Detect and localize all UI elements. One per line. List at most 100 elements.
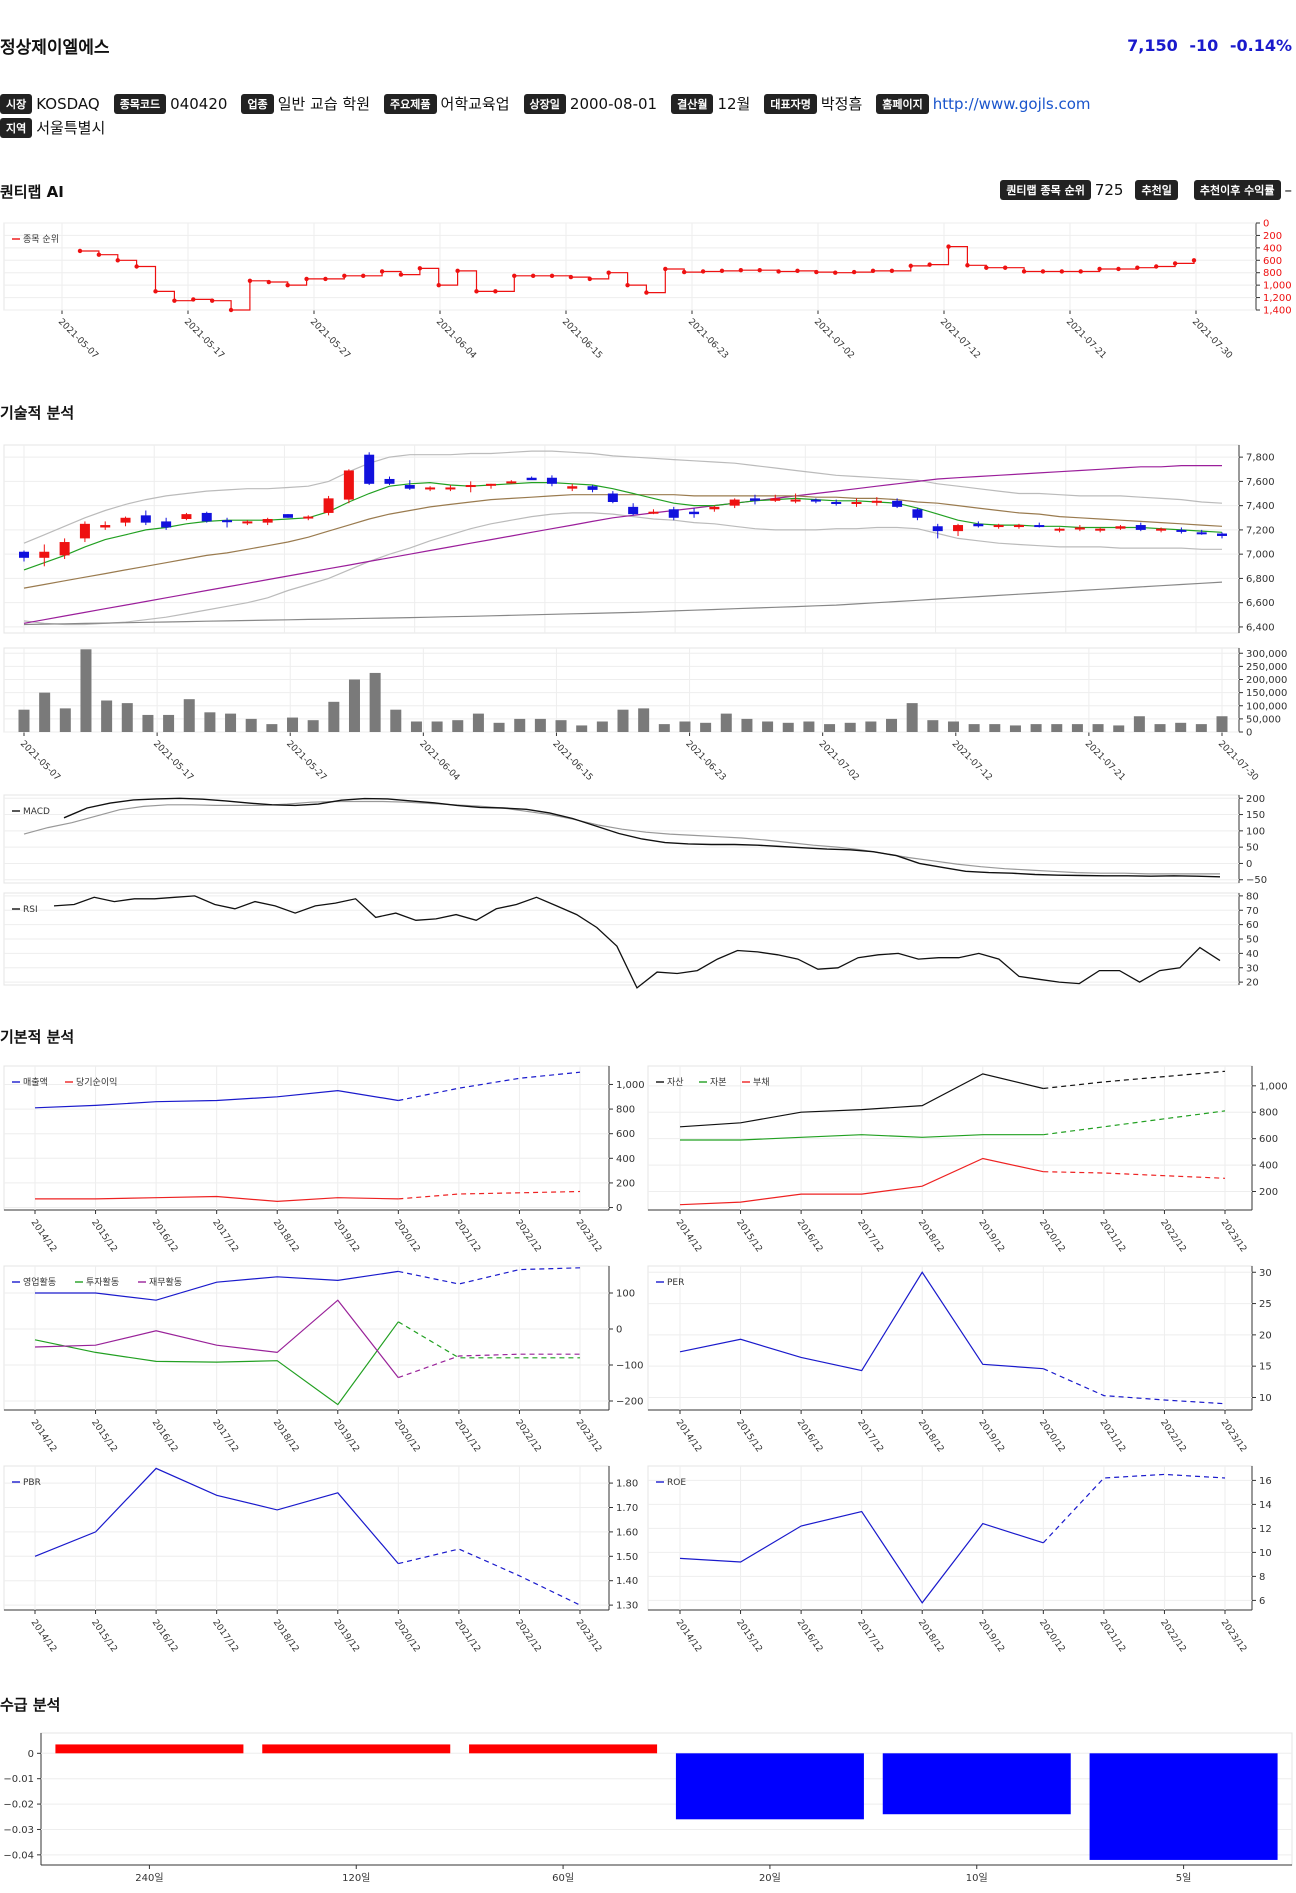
candle-body <box>1176 529 1187 532</box>
volume-y-tick-label: 0 <box>1246 728 1252 739</box>
price-change-pct: -0.14% <box>1229 36 1292 55</box>
volume-x-tick-label: 2021-05-07 <box>18 739 62 783</box>
rsi-line <box>53 895 1221 989</box>
balance-forecast-line <box>1043 1070 1226 1090</box>
pbr-x-tick-label: 2020/12 <box>392 1618 422 1654</box>
volume-bar <box>658 724 670 732</box>
volume-bar <box>121 703 133 732</box>
info-product: 주요제품 어학교육업 <box>384 93 510 114</box>
volume-bar <box>803 721 815 732</box>
volume-bar <box>472 713 484 732</box>
rank-x-tick-label: 2021-06-04 <box>434 317 478 361</box>
homepage-link[interactable]: http://www.gojls.com <box>932 94 1091 113</box>
rank-x-tick-label: 2021-07-02 <box>812 317 856 361</box>
per-series-line <box>679 1271 1044 1372</box>
rank-point <box>1040 269 1046 274</box>
volume-bar <box>1092 724 1104 732</box>
income-frame <box>3 1065 610 1211</box>
rank-point <box>1172 261 1178 266</box>
cashflow-forecast-line <box>398 1267 581 1285</box>
price-y-tick-label: 7,000 <box>1246 550 1275 561</box>
candle-body <box>628 506 639 515</box>
macd-frame <box>3 794 1240 884</box>
rank-point <box>663 266 668 272</box>
candle-body <box>993 525 1004 528</box>
volume-bar <box>1030 724 1042 732</box>
rank-point <box>474 289 479 294</box>
balance-series-line <box>679 1157 1044 1206</box>
rank-x-tick-label: 2021-06-23 <box>686 317 730 361</box>
macd-line <box>63 797 1221 878</box>
legend-label: 자산 <box>667 1077 684 1088</box>
candle-body <box>242 521 253 524</box>
quant-rec-return: 추천이후 수익률 – <box>1193 180 1292 200</box>
candle-body <box>39 551 50 558</box>
volume-x-tick-label: 2021-05-17 <box>151 739 195 783</box>
pbr-x-tick-label: 2018/12 <box>271 1618 301 1654</box>
volume-x-tick-label: 2021-05-27 <box>284 739 328 783</box>
income-forecast-line <box>398 1071 581 1102</box>
volume-bar <box>410 721 422 732</box>
supply-frame <box>40 1732 1293 1866</box>
volume-bar <box>906 703 918 732</box>
volume-bar <box>493 722 505 732</box>
income-y-tick-label: 400 <box>616 1154 635 1165</box>
stock-info-row-2: 지역 서울특별시 <box>0 117 119 138</box>
candle-body <box>709 506 720 510</box>
candle-body <box>810 499 821 502</box>
volume-x-tick-label: 2021-06-04 <box>417 739 461 783</box>
price-change: -10 <box>1189 36 1219 55</box>
rank-point <box>304 276 309 282</box>
pbr-x-tick-label: 2021/12 <box>452 1618 482 1654</box>
pbr-y-tick-label: 1.70 <box>616 1503 638 1514</box>
supply-x-tick-label: 240일 <box>135 1872 163 1884</box>
rank-point <box>530 273 536 279</box>
income-x-tick-label: 2022/12 <box>513 1218 543 1254</box>
candle-body <box>486 483 497 486</box>
legend-label: MACD <box>23 807 50 817</box>
candle-body <box>343 470 354 500</box>
volume-bar <box>142 714 154 732</box>
volume-y-tick-label: 250,000 <box>1246 662 1287 673</box>
supply-x-tick-label: 10일 <box>966 1872 988 1884</box>
volume-bar <box>163 714 175 732</box>
volume-bar <box>782 722 794 732</box>
candle-body <box>465 485 476 488</box>
pbr-x-tick-label: 2022/12 <box>513 1618 543 1654</box>
roe-x-tick-label: 2022/12 <box>1158 1618 1188 1654</box>
rank-point <box>1002 265 1008 270</box>
rank-point <box>738 268 744 273</box>
volume-bar <box>1051 724 1063 732</box>
volume-bar <box>1216 716 1228 732</box>
volume-bar <box>369 672 381 732</box>
candle-body <box>790 499 801 502</box>
price-y-tick-label: 6,400 <box>1246 622 1275 633</box>
pbr-x-tick-label: 2016/12 <box>150 1618 180 1654</box>
rank-point <box>889 268 895 274</box>
quant-rec-date: 추천일 <box>1135 180 1181 200</box>
balance-x-tick-label: 2014/12 <box>674 1218 704 1254</box>
supply-bar <box>262 1744 451 1754</box>
candle-body <box>1156 528 1167 531</box>
rank-point <box>172 298 177 303</box>
supply-y-tick-label: −0.03 <box>3 1825 34 1836</box>
volume-bar <box>989 724 1001 732</box>
candle-body <box>892 500 903 507</box>
rank-point <box>1059 269 1065 274</box>
per-y-tick-label: 20 <box>1259 1330 1272 1341</box>
rank-point <box>247 278 253 283</box>
pbr-frame <box>3 1465 610 1611</box>
supply-x-tick-label: 60일 <box>552 1872 574 1884</box>
rank-point <box>644 290 649 295</box>
volume-bar <box>679 721 691 732</box>
volume-bar <box>390 709 402 732</box>
pbr-y-tick-label: 1.80 <box>616 1479 638 1490</box>
roe-y-tick-label: 10 <box>1259 1548 1272 1559</box>
volume-bar <box>287 717 299 732</box>
cashflow-y-tick-label: 100 <box>616 1289 635 1300</box>
legend-label: 당기순이익 <box>76 1076 117 1088</box>
rank-point <box>927 262 932 267</box>
cashflow-x-tick-label: 2020/12 <box>392 1418 422 1454</box>
rank-point <box>984 265 989 270</box>
